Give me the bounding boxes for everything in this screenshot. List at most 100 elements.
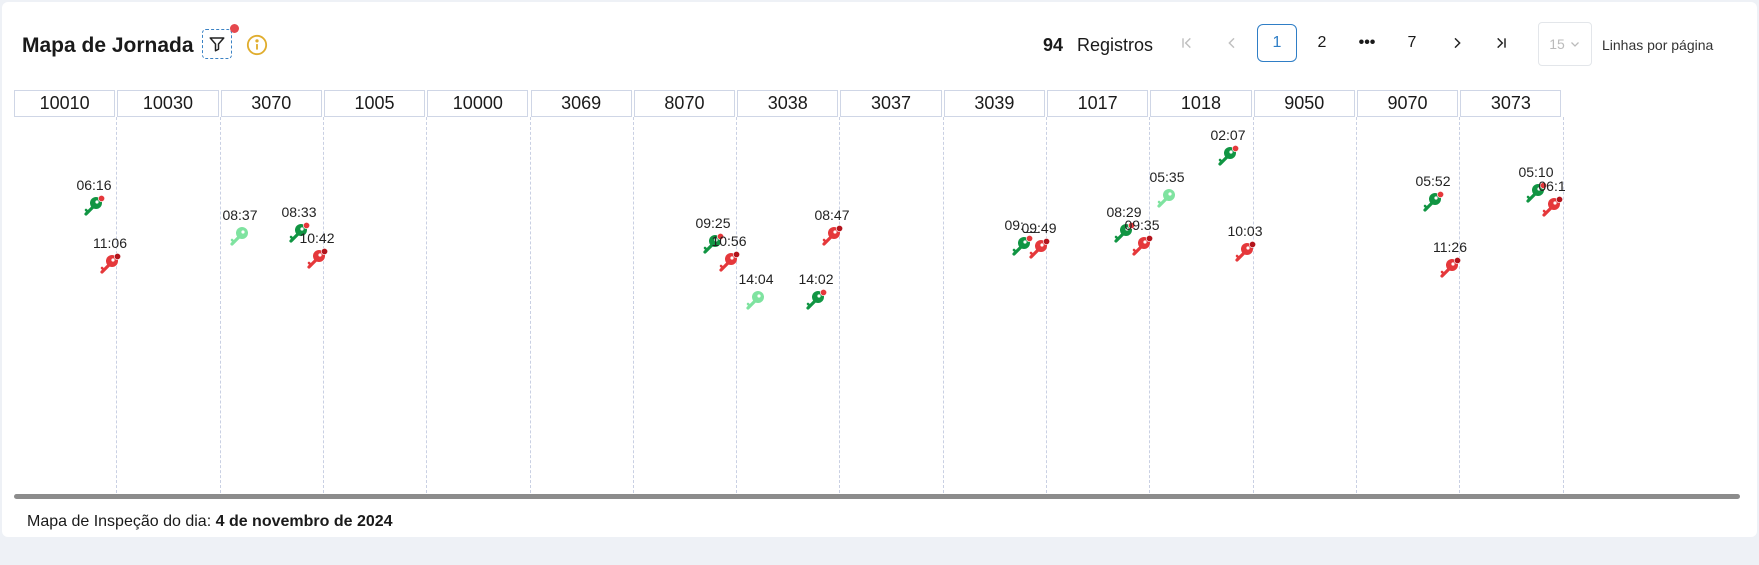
footer-caption: Mapa de Inspeção do dia: 4 de novembro d… [27, 513, 393, 531]
journey-event-marker[interactable]: 14:02 [796, 271, 836, 311]
key-icon [1029, 238, 1050, 259]
journey-event-marker[interactable]: 06:1 [1532, 178, 1572, 218]
column-divider [116, 117, 118, 493]
page-button-1[interactable]: 1 [1257, 24, 1297, 62]
column-divider [632, 117, 634, 493]
journey-event-marker[interactable]: 08:47 [812, 207, 852, 247]
column-header: 3037 [840, 90, 942, 117]
column-header: 3073 [1460, 90, 1562, 117]
journey-event-marker[interactable]: 11:26 [1430, 239, 1470, 279]
column-header: 3069 [530, 90, 632, 117]
key-icon [1114, 222, 1135, 243]
journey-event-marker[interactable]: 08:29 [1104, 204, 1144, 244]
journey-event-marker[interactable]: 05:52 [1413, 173, 1453, 213]
journey-grid: 10010 10030 3070 1005 10000 3069 8070 3038 3037 3… [14, 89, 1747, 495]
last-page-button[interactable] [1486, 24, 1516, 62]
column-divider [942, 117, 944, 493]
column-header: 1017 [1047, 90, 1149, 117]
column-divider [1149, 117, 1151, 493]
key-icon [1423, 191, 1444, 212]
page-button-2[interactable]: 2 [1317, 34, 1327, 51]
key-icon [806, 289, 827, 310]
key-icon [719, 251, 740, 272]
info-icon[interactable] [246, 34, 268, 56]
key-icon [822, 225, 843, 246]
next-page-button[interactable] [1442, 24, 1472, 62]
key-icon [1132, 235, 1153, 256]
event-time-label: 09:49 [1021, 220, 1057, 236]
journey-event-marker[interactable]: 09:__ [1002, 217, 1042, 257]
page-title: Mapa de Jornada [22, 34, 194, 57]
journey-event-marker[interactable]: 02:07 [1208, 127, 1248, 167]
column-header: 10000 [427, 90, 529, 117]
column-header: 9070 [1356, 90, 1459, 117]
event-time-label: 08:33 [281, 204, 317, 220]
event-time-label: 09:25 [695, 215, 731, 231]
footer-label: Mapa de Inspeção do dia: [27, 513, 212, 530]
page-button-7[interactable]: 7 [1407, 34, 1417, 51]
event-time-label: 11:26 [1433, 239, 1467, 255]
journey-event-marker[interactable]: 05:10 [1516, 164, 1556, 204]
key-icon [307, 248, 328, 269]
page-ellipsis[interactable]: ••• [1358, 34, 1376, 51]
key-icon [746, 291, 764, 310]
event-time-label: 06:16 [76, 177, 112, 193]
journey-event-marker[interactable]: 08:33 [279, 204, 319, 244]
column-header: 8070 [633, 90, 736, 117]
column-header: 3070 [220, 90, 322, 117]
rows-per-page-label: Linhas por página [1602, 37, 1714, 53]
rows-per-page-select[interactable]: 15 [1538, 22, 1592, 66]
column-divider [1459, 117, 1461, 493]
key-icon [1526, 182, 1547, 203]
horizontal-scrollbar[interactable] [14, 494, 1740, 499]
event-time-label: 10:03 [1227, 223, 1263, 239]
journey-event-marker[interactable]: 11:06 [90, 235, 130, 275]
journey-event-marker[interactable]: 08:37 [220, 207, 260, 247]
journey-event-marker[interactable]: 10:03 [1225, 223, 1265, 263]
filter-button[interactable] [202, 29, 232, 59]
column-header: 9050 [1253, 90, 1355, 117]
event-time-label: 14:04 [738, 271, 774, 287]
column-divider [839, 117, 841, 493]
key-icon [1440, 257, 1461, 278]
journey-event-marker[interactable]: 09:35 [1122, 217, 1162, 257]
key-icon [703, 233, 724, 254]
event-time-label: 08:29 [1106, 204, 1142, 220]
filter-icon [209, 37, 225, 52]
journey-event-marker[interactable]: 14:04 [736, 271, 776, 311]
event-time-label: 09:__ [1004, 217, 1040, 233]
journey-event-marker[interactable]: 10:42 [297, 230, 337, 270]
key-icon [1218, 145, 1239, 166]
journey-event-marker[interactable]: 09:25 [693, 215, 733, 255]
event-time-label: 14:02 [798, 271, 834, 287]
key-icon [1012, 235, 1033, 256]
key-icon [84, 195, 105, 216]
column-divider [736, 117, 738, 493]
journey-event-marker[interactable]: 05:35 [1147, 169, 1187, 209]
last-page-icon [1497, 37, 1506, 49]
journey-event-marker[interactable]: 09:49 [1019, 220, 1059, 260]
key-icon [1542, 196, 1563, 217]
footer-date: 4 de novembro de 2024 [215, 513, 393, 530]
event-time-label: 10:56 [711, 233, 747, 249]
chevron-down-icon [1570, 42, 1579, 47]
record-count-label: Registros [1077, 35, 1154, 55]
key-icon [289, 222, 310, 243]
first-page-button[interactable] [1172, 24, 1202, 62]
key-icon [230, 227, 248, 246]
journey-event-marker[interactable]: 06:16 [74, 177, 114, 217]
column-divider [1046, 117, 1047, 493]
prev-page-button[interactable] [1217, 24, 1247, 62]
event-time-label: 09:35 [1124, 217, 1160, 233]
column-divider [1355, 117, 1357, 493]
column-divider [529, 117, 531, 493]
column-header: 1018 [1150, 90, 1252, 117]
event-time-label: 06:1 [1538, 178, 1566, 194]
record-count: 94 [1043, 35, 1064, 55]
column-header: 3039 [943, 90, 1045, 117]
event-time-label: 02:07 [1210, 127, 1246, 143]
column-divider [426, 117, 428, 493]
journey-event-marker[interactable]: 10:56 [709, 233, 749, 273]
key-icon [100, 253, 121, 274]
key-icon [1235, 241, 1256, 262]
